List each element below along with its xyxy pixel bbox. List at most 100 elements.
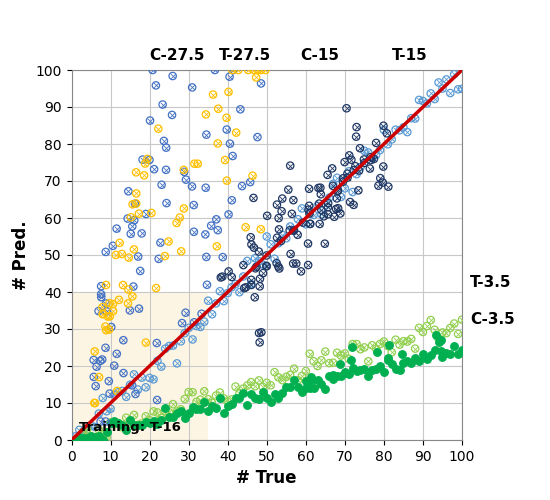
Point xyxy=(315,200,323,207)
Point xyxy=(316,190,325,198)
Point xyxy=(365,164,374,172)
Point xyxy=(89,373,98,381)
Point xyxy=(387,348,396,356)
Point xyxy=(274,214,283,222)
Point xyxy=(227,284,236,292)
Point xyxy=(180,395,189,403)
Point xyxy=(98,310,107,318)
Point xyxy=(108,300,117,308)
Point xyxy=(180,329,189,337)
Point xyxy=(286,222,295,230)
Point xyxy=(110,362,119,370)
Point xyxy=(349,201,358,209)
Point xyxy=(257,80,266,88)
Point xyxy=(254,66,262,74)
Point xyxy=(258,260,267,268)
Point xyxy=(130,200,139,207)
Point xyxy=(422,100,431,108)
Point xyxy=(157,362,166,370)
Point xyxy=(333,174,342,182)
Point xyxy=(207,222,216,230)
Point xyxy=(351,162,360,170)
Point xyxy=(399,337,408,345)
Point xyxy=(352,123,361,131)
Point xyxy=(202,281,211,289)
Point xyxy=(90,399,99,407)
Point xyxy=(200,318,208,326)
Point xyxy=(71,436,80,444)
Point xyxy=(165,408,174,416)
Point xyxy=(352,132,361,140)
Point xyxy=(403,128,412,136)
Point xyxy=(434,334,443,342)
Point xyxy=(193,160,202,168)
Point xyxy=(113,387,122,395)
Point xyxy=(212,392,221,400)
Point xyxy=(222,126,231,134)
Point xyxy=(313,376,322,384)
Point xyxy=(294,376,302,384)
Point xyxy=(104,326,113,334)
Point xyxy=(339,174,348,182)
Point xyxy=(344,355,353,363)
Point xyxy=(180,168,189,176)
Point xyxy=(317,356,326,364)
Point xyxy=(352,170,361,178)
Point xyxy=(383,140,392,148)
Point xyxy=(235,390,244,398)
Point xyxy=(313,362,322,370)
Point xyxy=(102,308,111,316)
Point xyxy=(250,294,259,302)
Point xyxy=(376,362,384,370)
Point xyxy=(383,354,392,362)
Point xyxy=(324,199,333,207)
Point xyxy=(173,408,182,416)
Point xyxy=(101,248,110,256)
Point xyxy=(323,210,332,218)
Point xyxy=(106,312,114,320)
Point xyxy=(305,208,314,216)
Point xyxy=(286,222,295,230)
Point xyxy=(294,383,302,391)
Point xyxy=(338,178,347,186)
Point xyxy=(333,372,342,380)
Point xyxy=(351,162,360,170)
Point xyxy=(132,190,141,198)
Point xyxy=(197,310,206,318)
Point xyxy=(262,262,271,270)
Point xyxy=(270,254,279,262)
Point xyxy=(102,300,111,308)
Point xyxy=(201,230,210,238)
Point xyxy=(340,370,349,378)
Point xyxy=(82,430,91,438)
Point xyxy=(112,251,120,259)
Point xyxy=(360,365,368,373)
Point xyxy=(325,372,334,380)
Point xyxy=(119,369,128,377)
Point xyxy=(383,140,392,148)
Point xyxy=(305,350,314,358)
Point xyxy=(437,336,446,344)
Point xyxy=(124,300,133,308)
Point xyxy=(145,374,154,382)
Point xyxy=(450,320,459,328)
Point xyxy=(360,147,368,155)
Point xyxy=(212,392,221,400)
Point xyxy=(329,374,338,382)
Point xyxy=(213,140,222,147)
Point xyxy=(143,155,152,163)
Point xyxy=(340,350,349,358)
Point xyxy=(285,226,294,234)
Point xyxy=(200,387,208,395)
Point xyxy=(157,416,166,424)
Point xyxy=(368,342,377,349)
Point xyxy=(403,338,412,345)
Point xyxy=(450,342,459,350)
Point xyxy=(296,268,305,276)
Point xyxy=(305,220,314,228)
Point xyxy=(277,237,285,245)
Point xyxy=(173,408,182,416)
Point xyxy=(454,86,463,94)
Point xyxy=(101,248,110,256)
Point xyxy=(231,382,240,390)
